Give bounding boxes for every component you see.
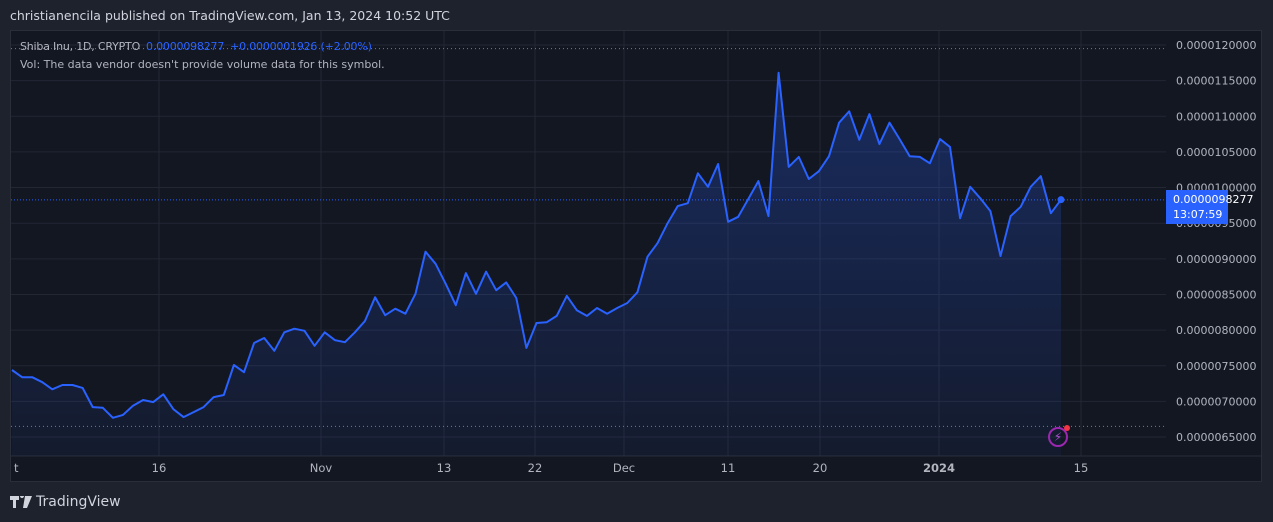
time-axis-label: 16	[152, 461, 167, 475]
price-axis-label: 0.0000085000	[1176, 288, 1256, 301]
lightning-icon[interactable]: ⚡	[1048, 425, 1070, 447]
price-chart[interactable]: 0.0000120000 0.0000115000 0.0000110000 0.00…	[11, 31, 1262, 482]
time-axis-label: 20	[813, 461, 828, 475]
notification-dot	[1064, 425, 1070, 431]
time-axis-label: 13	[437, 461, 452, 475]
price-axis-label: 0.0000090000	[1176, 253, 1256, 266]
time-axis-label: t	[14, 461, 19, 475]
price-axis-label: 0.0000070000	[1176, 395, 1256, 408]
bar-countdown: 13:07:59	[1173, 208, 1223, 221]
current-price-tag: 0.0000098277 13:07:59	[1166, 190, 1254, 224]
symbol-legend: Shiba Inu, 1D, CRYPTO 0.0000098277 +0.0000…	[20, 40, 372, 53]
price-axis-label: 0.0000115000	[1176, 75, 1256, 88]
symbol-name[interactable]: Shiba Inu, 1D, CRYPTO	[20, 40, 141, 53]
tv-logo-icon	[10, 496, 32, 508]
tradingview-logo[interactable]: TradingView	[10, 494, 121, 510]
time-axis-label: 15	[1074, 461, 1089, 475]
time-axis-label: Dec	[613, 461, 635, 475]
price-change: +0.0000001926 (+2.00%)	[230, 40, 372, 53]
price-axis-label: 0.0000110000	[1176, 110, 1256, 123]
price-area-fill	[12, 72, 1061, 457]
current-price: 0.0000098277	[1173, 193, 1254, 206]
price-axis-label: 0.0000105000	[1176, 146, 1256, 159]
price-axis-label: 0.0000080000	[1176, 324, 1256, 337]
brand-name: TradingView	[36, 494, 121, 510]
time-axis-label: 22	[528, 461, 543, 475]
time-axis-label: 11	[721, 461, 736, 475]
time-axis-label: Nov	[310, 461, 333, 475]
published-header: christianencila published on TradingView…	[10, 8, 450, 23]
last-price: 0.0000098277	[146, 40, 225, 53]
price-axis-label: 0.0000120000	[1176, 39, 1256, 52]
price-axis-label: 0.0000065000	[1176, 431, 1256, 444]
price-axis-label: 0.0000075000	[1176, 360, 1256, 373]
time-axis-label: 2024	[923, 461, 955, 475]
chart-panel[interactable]: 0.0000120000 0.0000115000 0.0000110000 0.00…	[10, 30, 1262, 482]
last-price-dot	[1057, 196, 1065, 204]
price-line	[11, 71, 1062, 419]
volume-note: Vol: The data vendor doesn't provide vol…	[20, 58, 385, 71]
